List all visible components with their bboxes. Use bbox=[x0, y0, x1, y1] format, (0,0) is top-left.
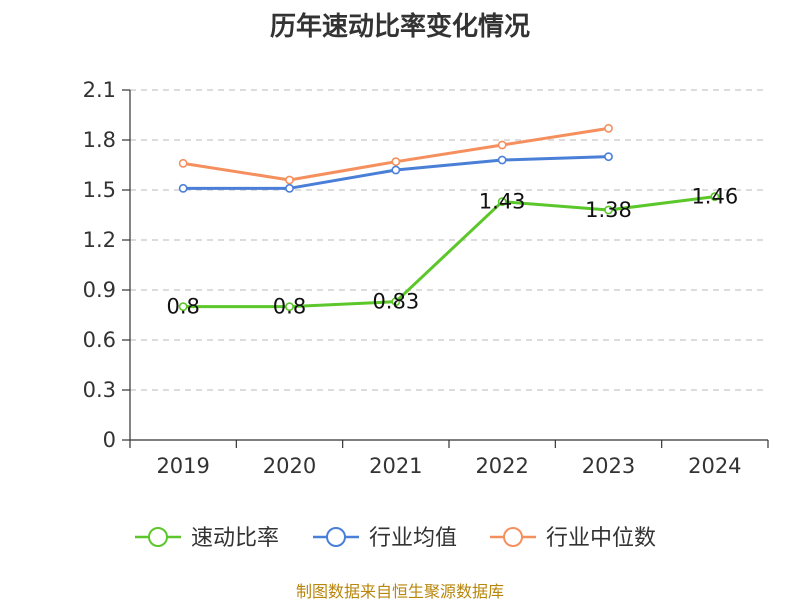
series-lines bbox=[178, 123, 720, 312]
chart-title: 历年速动比率变化情况 bbox=[269, 12, 530, 42]
data-label: 1.43 bbox=[479, 190, 526, 214]
y-tick-label: 1.8 bbox=[83, 128, 116, 152]
data-point bbox=[710, 192, 720, 202]
y-tick-label: 1.2 bbox=[83, 228, 116, 252]
legend-label-0: 速动比率 bbox=[191, 526, 279, 551]
data-point bbox=[285, 175, 294, 185]
data-point bbox=[391, 157, 401, 167]
data-point bbox=[497, 140, 507, 150]
legend-label-1: 行业均值 bbox=[369, 526, 457, 551]
source-note: 制图数据来自恒生聚源数据库 bbox=[295, 582, 504, 601]
data-point bbox=[604, 152, 613, 162]
x-tick-label: 2020 bbox=[263, 454, 316, 478]
data-point bbox=[285, 302, 294, 312]
y-tick-label: 0.9 bbox=[83, 278, 116, 302]
data-point bbox=[178, 183, 188, 193]
data-label: 0.8 bbox=[166, 295, 199, 319]
y-tick-label: 0 bbox=[103, 428, 116, 452]
data-point bbox=[604, 123, 613, 133]
axes: 0 0.3 0.6 0.9 1.2 1.5 1.8 2.1 2019 2020 2021 2022 20… bbox=[83, 78, 769, 478]
y-tick-label: 0.3 bbox=[83, 378, 116, 402]
data-point bbox=[178, 302, 188, 312]
x-tick-label: 2021 bbox=[369, 454, 422, 478]
grid-lines bbox=[130, 89, 768, 391]
legend-marker-2 bbox=[503, 527, 523, 547]
legend-marker-0 bbox=[148, 527, 168, 547]
legend-marker-1 bbox=[326, 527, 346, 547]
data-point bbox=[391, 297, 401, 307]
data-point bbox=[604, 205, 613, 215]
legend-label-2: 行业中位数 bbox=[546, 526, 656, 551]
data-point bbox=[178, 158, 188, 168]
legend: 速动比率 行业均值 行业中位数 bbox=[135, 526, 656, 551]
data-labels: 0.8 0.8 0.83 1.43 1.38 1.46 bbox=[166, 185, 738, 319]
data-point bbox=[497, 155, 507, 165]
data-label: 1.46 bbox=[691, 185, 738, 209]
data-label: 0.8 bbox=[273, 295, 306, 319]
x-tick-label: 2024 bbox=[688, 454, 741, 478]
data-label: 0.83 bbox=[372, 290, 419, 314]
y-tick-label: 2.1 bbox=[83, 78, 116, 102]
data-label: 1.38 bbox=[585, 198, 632, 222]
series-line-0 bbox=[183, 195, 716, 309]
x-tick-label: 2022 bbox=[475, 454, 528, 478]
y-tick-label: 1.5 bbox=[83, 178, 116, 202]
x-tick-label: 2023 bbox=[582, 454, 635, 478]
data-point bbox=[497, 197, 507, 207]
x-tick-label: 2019 bbox=[156, 454, 209, 478]
y-tick-label: 0.6 bbox=[83, 328, 116, 352]
data-point bbox=[391, 165, 401, 175]
data-point bbox=[285, 183, 294, 193]
